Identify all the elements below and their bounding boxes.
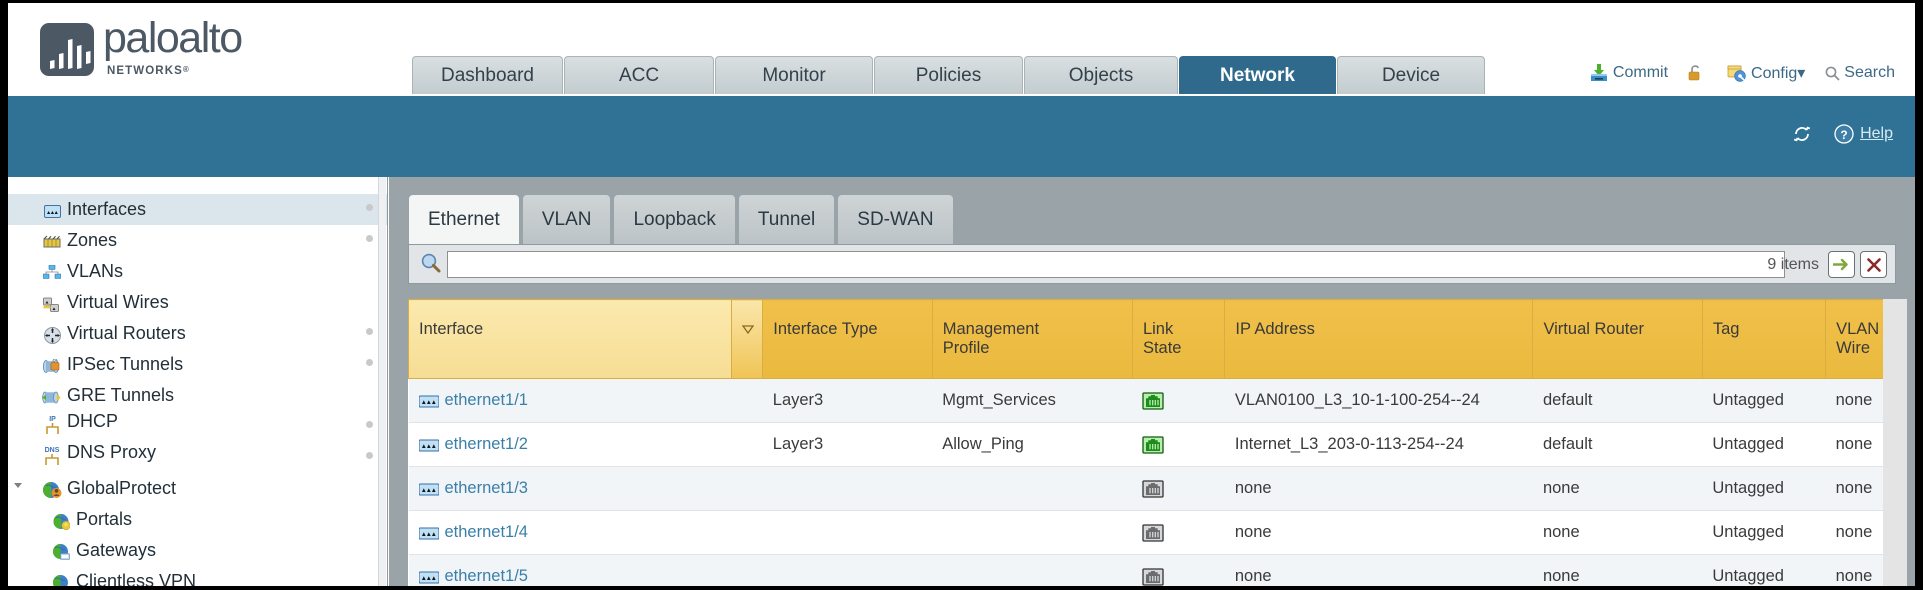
svg-text:IP: IP bbox=[49, 416, 56, 423]
svg-text:?: ? bbox=[1840, 128, 1847, 142]
svg-text:DNS: DNS bbox=[45, 447, 60, 454]
